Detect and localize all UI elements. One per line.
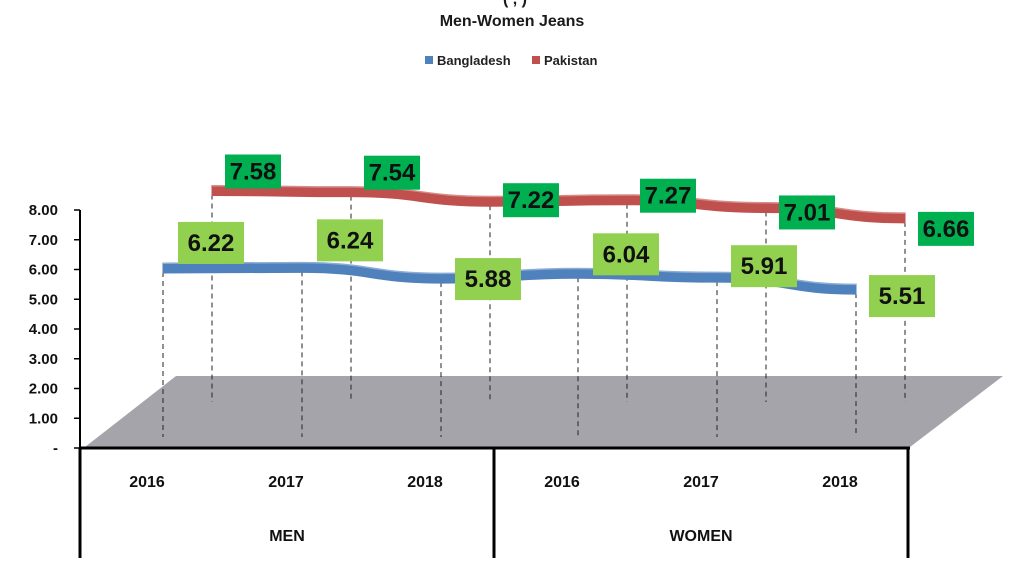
legend: Bangladesh Pakistan <box>425 53 598 68</box>
chart-title: Men-Women Jeans <box>440 13 585 30</box>
data-label-box <box>640 178 696 213</box>
data-label-box <box>918 211 974 246</box>
category-label: 2016 <box>544 474 580 491</box>
data-label: 6.24 <box>327 227 374 254</box>
legend-swatch-pakistan <box>532 56 540 64</box>
data-label: 6.04 <box>603 241 650 268</box>
drop-lines <box>162 185 906 437</box>
group-label-women: WOMEN <box>669 528 732 545</box>
data-label-box <box>455 258 521 301</box>
category-label: 2018 <box>407 474 443 491</box>
y-tick-label: 3.00 <box>29 351 58 368</box>
data-labels: 7.58 7.54 7.22 7.27 7.01 6.66 6.22 6.24 5.88 6.04… <box>178 154 974 318</box>
data-label: 5.91 <box>741 253 788 280</box>
data-label-box <box>364 155 420 190</box>
y-tick-label: 6.00 <box>29 262 58 279</box>
data-label: 7.01 <box>784 199 831 226</box>
legend-label-pakistan: Pakistan <box>544 53 598 68</box>
data-label-box <box>593 233 659 276</box>
group-label-men: MEN <box>269 528 305 545</box>
data-label: 5.88 <box>465 266 512 293</box>
category-label: 2016 <box>129 474 165 491</box>
data-label: 6.22 <box>188 230 235 257</box>
data-label-box <box>779 195 835 230</box>
data-label: 7.58 <box>230 158 277 185</box>
legend-swatch-bangladesh <box>425 56 433 64</box>
data-label-box <box>503 183 559 218</box>
data-label-box <box>225 154 281 189</box>
data-label: 5.51 <box>879 283 926 310</box>
data-label: 7.27 <box>645 183 692 210</box>
chart-title-partial: ( , ) <box>503 0 527 8</box>
y-tick-label: 8.00 <box>29 202 58 219</box>
data-label: 7.22 <box>508 187 555 214</box>
y-tick-label: 1.00 <box>29 410 58 427</box>
legend-label-bangladesh: Bangladesh <box>437 53 511 68</box>
category-label: 2018 <box>822 474 858 491</box>
category-label: 2017 <box>268 474 304 491</box>
category-label: 2017 <box>683 474 719 491</box>
data-label-box <box>869 275 935 318</box>
data-label: 7.54 <box>369 160 416 187</box>
chart-floor <box>85 376 1003 447</box>
data-label-box <box>178 221 244 264</box>
category-axis <box>78 446 910 558</box>
data-label-box <box>317 219 383 262</box>
y-tick-label: 5.00 <box>29 291 58 308</box>
y-tick-label: 7.00 <box>29 232 58 249</box>
y-tick-label: 4.00 <box>29 321 58 338</box>
category-labels: 2016 2017 2018 2016 2017 2018 <box>129 474 858 491</box>
data-label: 6.66 <box>923 216 970 243</box>
data-label-box <box>731 245 797 288</box>
y-axis-ticks: 8.00 7.00 6.00 5.00 4.00 3.00 2.00 1.00 - <box>29 202 80 457</box>
y-tick-label: 2.00 <box>29 381 58 398</box>
y-tick-label: - <box>53 440 58 457</box>
